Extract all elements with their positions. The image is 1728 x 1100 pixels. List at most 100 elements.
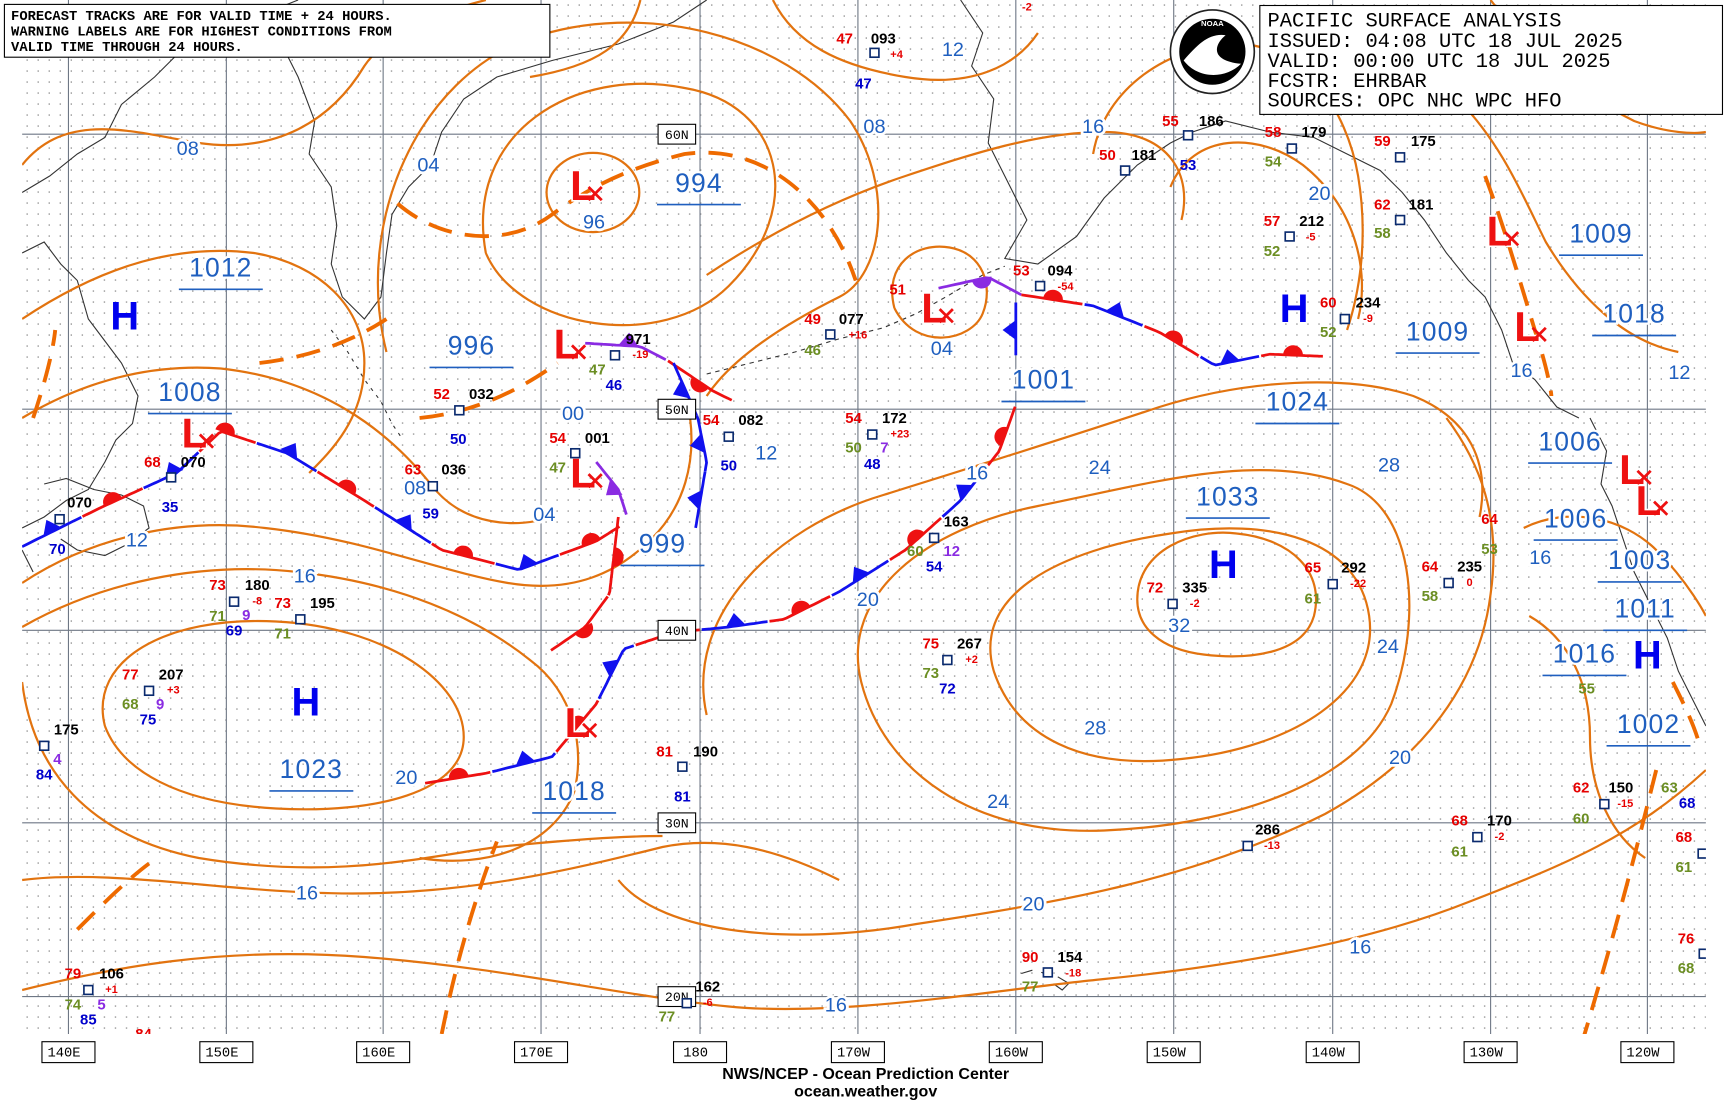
lon-label: 140W bbox=[1312, 1046, 1346, 1061]
station-symbol bbox=[1042, 967, 1054, 978]
isobar-label: 08 bbox=[863, 116, 885, 138]
station-symbol bbox=[1394, 152, 1406, 163]
header-line: SOURCES: OPC NHC WPC HFO bbox=[1268, 91, 1562, 114]
station-value: 77 bbox=[659, 1009, 676, 1025]
station-value: -19 bbox=[632, 349, 648, 361]
station-value: 55 bbox=[1578, 682, 1595, 698]
station-value: +3 bbox=[167, 685, 180, 697]
station-symbol bbox=[83, 984, 94, 996]
station-value: 49 bbox=[804, 312, 821, 328]
lon-label: 150E bbox=[205, 1046, 238, 1061]
station-value: 85 bbox=[80, 1013, 97, 1029]
station-value: 58 bbox=[1422, 589, 1439, 605]
pressure-value: 1002 bbox=[1617, 709, 1680, 739]
isobar-label: 96 bbox=[583, 212, 605, 234]
station-value: 61 bbox=[1451, 844, 1468, 860]
pressure-value: 994 bbox=[675, 168, 723, 198]
map-labels: 60N50N40N30N20N9941012996100899910011024… bbox=[36, 2, 1706, 1034]
cold-front-pip bbox=[672, 380, 690, 399]
front-segment bbox=[585, 341, 667, 361]
station-value: -9 bbox=[1363, 313, 1373, 325]
station-value: 267 bbox=[957, 637, 982, 653]
isobar bbox=[702, 381, 1484, 716]
logo: NOAA bbox=[1169, 9, 1256, 95]
logo-text: NOAA bbox=[1201, 19, 1224, 28]
low-center: L bbox=[554, 321, 580, 368]
station-value: 235 bbox=[1457, 560, 1482, 576]
lon-label-box bbox=[513, 1041, 569, 1064]
station-value: 54 bbox=[1265, 155, 1282, 171]
station-value: 207 bbox=[159, 667, 184, 683]
isobar-label: 24 bbox=[1377, 636, 1399, 658]
isobar-label: 04 bbox=[931, 338, 953, 360]
front-segment bbox=[889, 516, 942, 561]
lon-label-box bbox=[830, 1041, 885, 1064]
station-value: +1 bbox=[105, 984, 118, 996]
lon-label: 170E bbox=[520, 1046, 553, 1061]
trough bbox=[396, 150, 858, 282]
isobar bbox=[856, 469, 1411, 832]
station-value: 71 bbox=[209, 609, 226, 625]
station-symbol bbox=[1242, 840, 1253, 852]
isobar-label: 20 bbox=[1308, 183, 1330, 205]
station-value: 62 bbox=[1573, 781, 1590, 797]
station-value: 72 bbox=[939, 682, 956, 698]
station-value: 9 bbox=[242, 608, 250, 624]
isobar-label: 16 bbox=[294, 566, 316, 588]
trough bbox=[75, 861, 151, 931]
cold-front-pip bbox=[687, 489, 702, 510]
station-value: 154 bbox=[1058, 950, 1084, 966]
station-value: 79 bbox=[65, 967, 82, 983]
isobar bbox=[22, 417, 693, 587]
station-value: 212 bbox=[1299, 214, 1324, 230]
lon-label-box bbox=[988, 1041, 1043, 1064]
isobar bbox=[891, 245, 988, 339]
cold-front-pip bbox=[852, 566, 870, 584]
pressure-value: 1001 bbox=[1012, 365, 1075, 395]
pressure-value: 1033 bbox=[1196, 481, 1259, 511]
station-symbol bbox=[1327, 578, 1338, 590]
low-center-x bbox=[587, 473, 603, 489]
station-value: 74 bbox=[65, 997, 82, 1013]
station-value: -6 bbox=[703, 997, 713, 1009]
station-value: 070 bbox=[181, 455, 206, 471]
dot-grid bbox=[22, 0, 1706, 1034]
station-symbol bbox=[570, 447, 581, 459]
station-value: 72 bbox=[1147, 580, 1164, 596]
station-symbol bbox=[295, 614, 306, 625]
notice-line: WARNING LABELS ARE FOR HIGHEST CONDITION… bbox=[11, 26, 392, 41]
header-box: PACIFIC SURFACE ANALYSIS ISSUED: 04:08 U… bbox=[1259, 4, 1724, 115]
isobar-label: 16 bbox=[966, 462, 988, 484]
station-symbol bbox=[1599, 798, 1610, 810]
station-value: 094 bbox=[1048, 264, 1074, 280]
cold-front-pip bbox=[605, 479, 623, 496]
warm-front-pip bbox=[907, 529, 925, 547]
isobar-label: 20 bbox=[395, 767, 417, 789]
station-value: 68 bbox=[1676, 830, 1693, 846]
header-line: VALID: 00:00 UTC 18 JUL 2025 bbox=[1268, 51, 1611, 74]
isobar-label: 00 bbox=[562, 403, 584, 425]
isobar-label: 16 bbox=[825, 995, 847, 1017]
station-symbol bbox=[1034, 280, 1046, 292]
warm-front-pip bbox=[575, 622, 594, 639]
station-value: 9 bbox=[156, 697, 164, 713]
station-value: 150 bbox=[1608, 781, 1633, 797]
warm-front-pip bbox=[994, 426, 1008, 447]
front-segment bbox=[769, 595, 831, 623]
station-value: 7 bbox=[880, 441, 888, 457]
lon-label-box bbox=[672, 1041, 728, 1064]
trough bbox=[1671, 681, 1703, 749]
front-segment bbox=[941, 466, 988, 518]
warm-front-pip bbox=[103, 492, 123, 507]
station-value: 292 bbox=[1341, 561, 1366, 577]
station-value: 48 bbox=[864, 457, 881, 473]
pressure-value: 1016 bbox=[1553, 639, 1616, 669]
low-center-x bbox=[198, 433, 215, 449]
station-value: 106 bbox=[99, 967, 124, 983]
low-center: L bbox=[1619, 446, 1645, 493]
isobar bbox=[545, 151, 641, 234]
station-value: 73 bbox=[923, 666, 940, 682]
station-value: 63 bbox=[405, 463, 422, 479]
station-symbol bbox=[1286, 143, 1298, 154]
